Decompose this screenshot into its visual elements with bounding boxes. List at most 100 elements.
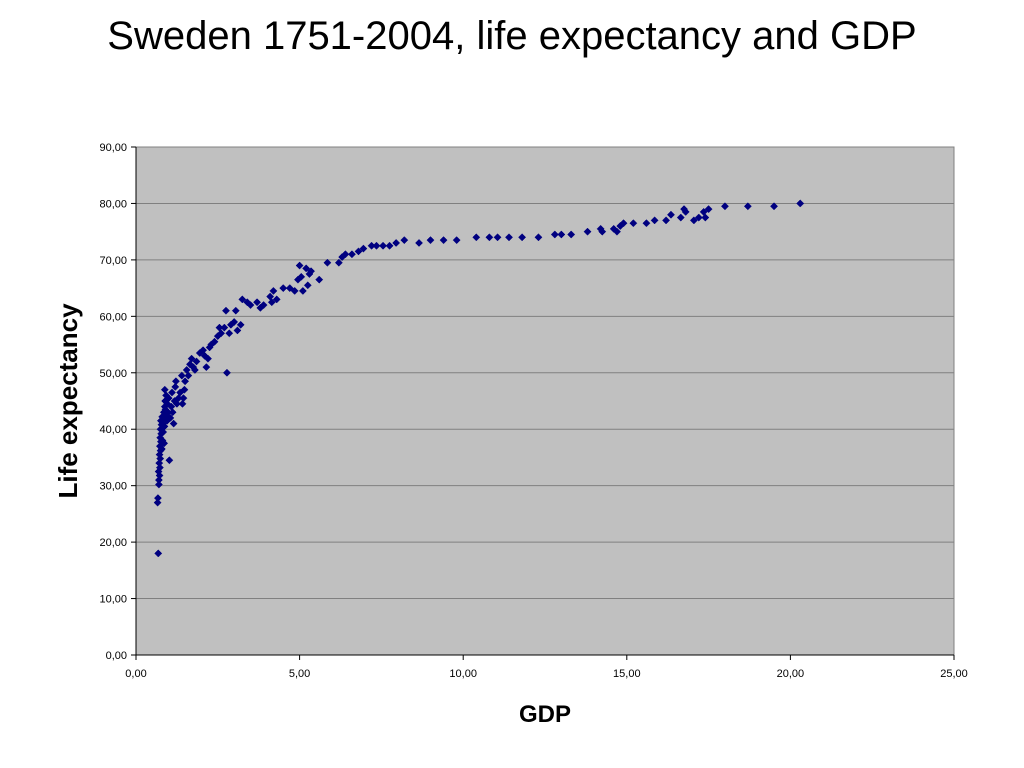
data-point <box>721 202 729 211</box>
data-point <box>200 351 209 360</box>
data-point <box>505 233 513 242</box>
data-point <box>557 230 566 239</box>
y-tick-label: 0,00 <box>106 650 127 662</box>
data-point <box>796 199 805 208</box>
data-point <box>192 357 201 366</box>
data-point <box>493 233 502 242</box>
data-point <box>676 213 685 222</box>
data-point <box>178 399 187 408</box>
data-point <box>518 233 527 242</box>
data-point <box>680 205 689 214</box>
data-point <box>662 216 671 225</box>
data-point <box>172 399 181 408</box>
data-point <box>230 318 239 326</box>
data-point <box>701 213 710 222</box>
y-tick-label: 10,00 <box>99 594 127 606</box>
data-point <box>159 428 168 436</box>
data-point <box>169 419 178 428</box>
x-tick-label: 20,00 <box>777 668 805 680</box>
data-point <box>334 258 343 267</box>
data-point <box>210 337 219 346</box>
data-point <box>153 494 162 503</box>
data-point <box>155 459 164 468</box>
y-tick-label: 20,00 <box>99 537 127 549</box>
data-point <box>567 230 576 239</box>
data-point <box>231 306 240 315</box>
x-tick-label: 10,00 <box>449 668 477 680</box>
data-point <box>694 213 703 222</box>
data-point <box>272 295 281 304</box>
data-point <box>426 236 435 245</box>
data-point <box>290 286 299 295</box>
x-tick-label: 15,00 <box>613 668 641 680</box>
data-point <box>295 261 304 270</box>
data-point <box>379 241 387 250</box>
data-point <box>153 498 162 507</box>
data-point <box>385 241 394 250</box>
data-point <box>613 227 621 236</box>
data-point <box>279 284 288 293</box>
data-point <box>154 480 163 489</box>
y-tick-label: 60,00 <box>99 311 127 323</box>
data-point <box>190 366 199 374</box>
data-point <box>550 230 559 239</box>
data-point <box>323 258 332 267</box>
data-point <box>303 281 312 290</box>
data-point <box>452 236 461 245</box>
data-point <box>157 445 166 453</box>
data-point <box>164 394 173 403</box>
y-axis: 0,00 10,00 20,00 30,00 40,00 50,00 60,00 70,00 8… <box>99 142 137 662</box>
data-point <box>415 239 423 247</box>
data-point <box>341 250 350 259</box>
y-tick-label: 70,00 <box>99 255 127 267</box>
data-point <box>598 227 607 236</box>
data-point <box>202 363 211 372</box>
data-point <box>667 210 675 219</box>
y-axis-title: Life expectancy <box>53 303 83 499</box>
data-point <box>297 272 306 281</box>
plot-area <box>135 146 955 656</box>
y-tick-label: 30,00 <box>99 481 127 493</box>
data-point <box>168 408 177 417</box>
data-point <box>177 371 186 380</box>
data-point <box>223 368 231 377</box>
data-point <box>238 295 247 304</box>
data-point <box>246 301 255 309</box>
data-point <box>315 275 324 284</box>
x-axis-title: GDP <box>519 701 571 728</box>
data-point <box>485 233 494 242</box>
data-point <box>184 371 193 380</box>
data-point <box>704 205 713 214</box>
data-point <box>171 382 180 391</box>
data-point <box>225 329 234 338</box>
data-point <box>629 219 638 228</box>
data-point <box>165 456 174 465</box>
data-point <box>180 385 189 394</box>
data-point <box>439 236 448 245</box>
data-point <box>253 298 262 307</box>
data-point <box>204 354 212 363</box>
data-point <box>154 549 163 558</box>
data-point <box>347 250 356 259</box>
data-point <box>298 286 307 295</box>
data-point <box>307 267 316 276</box>
data-point <box>220 323 229 332</box>
data-point <box>400 236 409 245</box>
data-point <box>302 264 311 273</box>
data-point <box>583 227 592 236</box>
x-tick-label: 0,00 <box>125 668 146 680</box>
data-point <box>743 202 752 211</box>
data-point <box>269 286 278 295</box>
x-axis: 0,00 5,00 10,00 15,00 20,00 25,00 <box>125 654 968 680</box>
data-point <box>259 301 268 309</box>
data-point <box>179 394 188 403</box>
data-point <box>222 306 230 315</box>
data-point <box>155 450 164 459</box>
data-point <box>609 224 618 233</box>
data-point <box>267 298 276 307</box>
y-tick-label: 40,00 <box>99 424 127 436</box>
y-tick-label: 90,00 <box>99 142 127 154</box>
data-point <box>160 422 169 431</box>
data-point <box>372 241 381 250</box>
